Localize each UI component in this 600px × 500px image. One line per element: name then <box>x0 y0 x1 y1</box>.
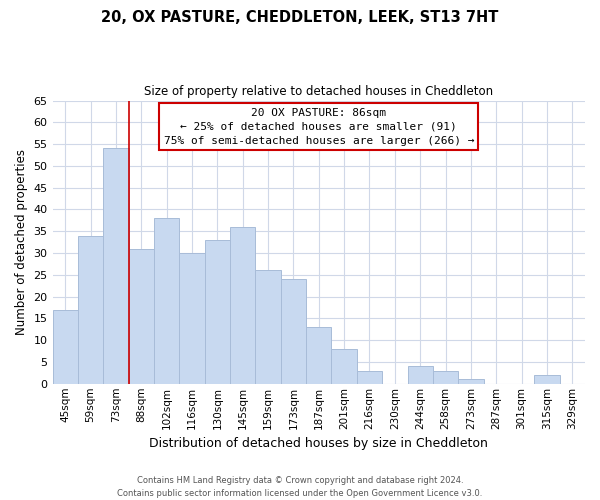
Title: Size of property relative to detached houses in Cheddleton: Size of property relative to detached ho… <box>144 85 493 98</box>
Bar <box>103 148 128 384</box>
Bar <box>78 236 103 384</box>
Bar <box>281 279 306 384</box>
Bar <box>205 240 230 384</box>
Text: 20, OX PASTURE, CHEDDLETON, LEEK, ST13 7HT: 20, OX PASTURE, CHEDDLETON, LEEK, ST13 7… <box>101 10 499 25</box>
Bar <box>306 327 331 384</box>
Text: Contains HM Land Registry data © Crown copyright and database right 2024.
Contai: Contains HM Land Registry data © Crown c… <box>118 476 482 498</box>
Bar <box>331 349 357 384</box>
Bar <box>458 380 484 384</box>
Bar <box>433 370 458 384</box>
Bar <box>256 270 281 384</box>
Bar <box>53 310 78 384</box>
Y-axis label: Number of detached properties: Number of detached properties <box>15 149 28 335</box>
Bar <box>357 370 382 384</box>
X-axis label: Distribution of detached houses by size in Cheddleton: Distribution of detached houses by size … <box>149 437 488 450</box>
Bar <box>179 253 205 384</box>
Bar <box>407 366 433 384</box>
Bar <box>230 227 256 384</box>
Bar <box>128 248 154 384</box>
Bar <box>534 375 560 384</box>
Text: 20 OX PASTURE: 86sqm
← 25% of detached houses are smaller (91)
75% of semi-detac: 20 OX PASTURE: 86sqm ← 25% of detached h… <box>164 108 474 146</box>
Bar <box>154 218 179 384</box>
